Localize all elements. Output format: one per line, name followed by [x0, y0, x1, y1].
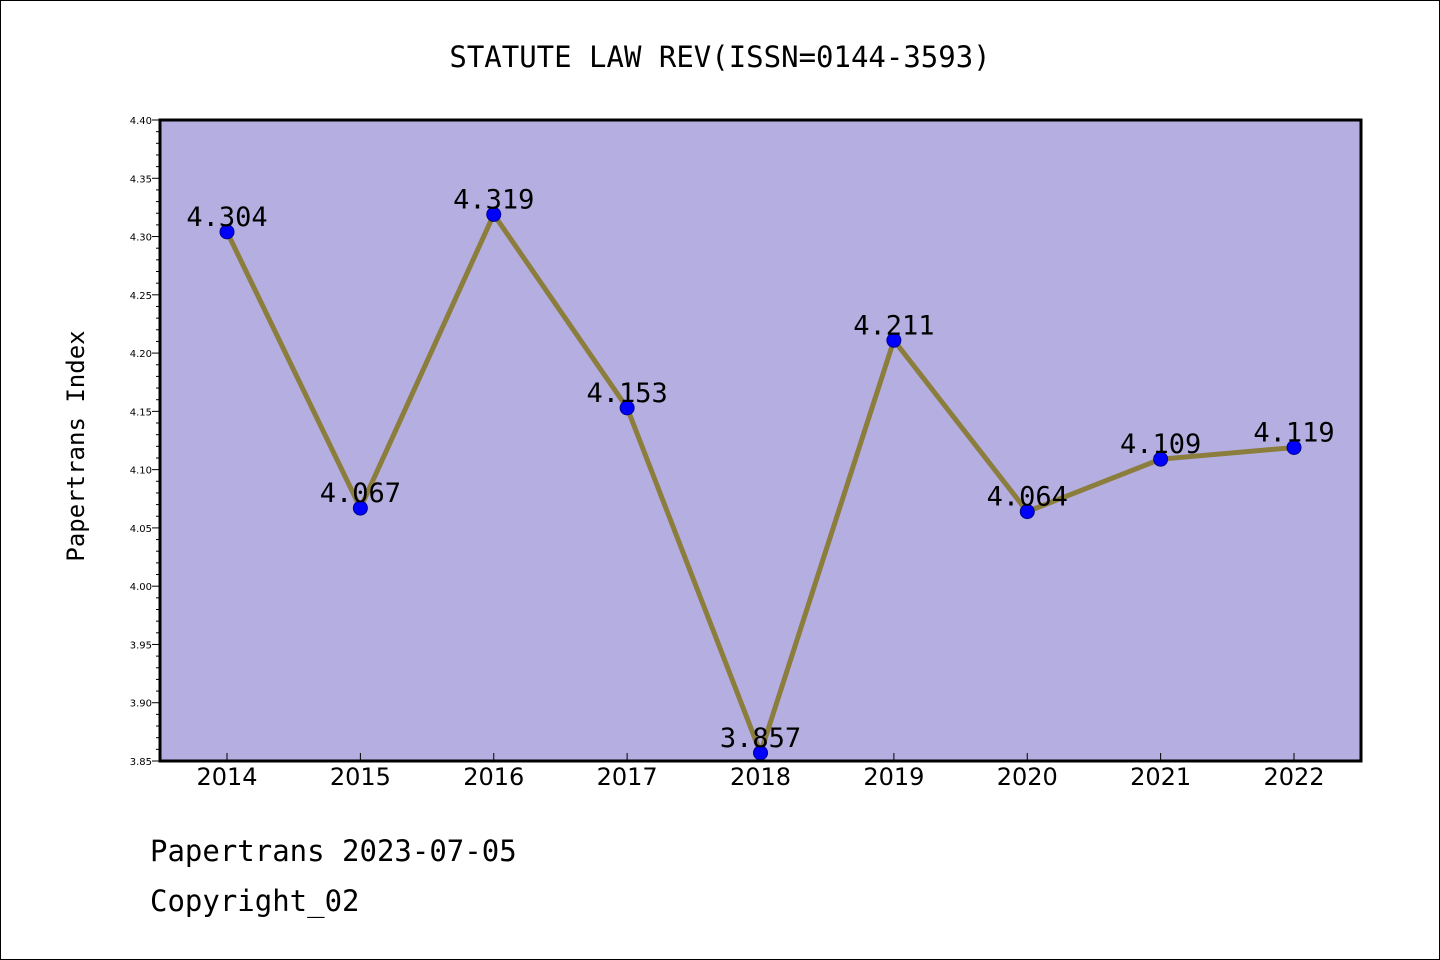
- data-label-layer: 4.304 4.067 4.319 4.153 3.857 4.211 4.064 4.109…: [186, 184, 1334, 753]
- y-tick-label: 3.85: [130, 757, 152, 768]
- data-label: 4.304: [186, 202, 267, 233]
- y-tick-label: 4.05: [130, 524, 152, 535]
- x-axis: 2014 2015 2016 2017 2018 2019 2020 2021 2022: [196, 753, 1325, 791]
- y-tick-label: 4.40: [130, 116, 152, 127]
- data-label: 4.319: [453, 184, 534, 215]
- y-tick-label: 4.35: [130, 174, 152, 185]
- y-tick-label: 3.90: [130, 699, 152, 710]
- y-tick-label: 4.10: [130, 466, 152, 477]
- data-point: [1286, 439, 1302, 455]
- y-tick-label: 4.30: [130, 233, 152, 244]
- data-label: 4.067: [320, 478, 401, 509]
- y-tick-label: 4.00: [130, 582, 152, 593]
- series-layer: [219, 206, 1302, 761]
- data-label: 4.153: [586, 378, 667, 409]
- x-tick-label: 2020: [997, 763, 1058, 791]
- data-label: 3.857: [720, 723, 801, 754]
- x-tick-label: 2019: [863, 763, 924, 791]
- data-point: [1019, 504, 1035, 520]
- footer-date: Papertrans 2023-07-05: [150, 834, 517, 868]
- data-point: [486, 206, 502, 222]
- plot-area: [160, 120, 1361, 761]
- x-tick-label: 2022: [1263, 763, 1324, 791]
- data-point: [1153, 451, 1169, 467]
- y-axis-label: Papertrans Index: [62, 330, 90, 561]
- x-tick-label: 2021: [1130, 763, 1191, 791]
- data-label: 4.109: [1120, 429, 1201, 460]
- chart-title: STATUTE LAW REV(ISSN=0144-3593): [449, 40, 990, 74]
- y-axis: 3.85 3.90 3.95 4.00 4.05 4.10 4.15 4.20 4.25 4.30…: [130, 116, 160, 768]
- data-point: [886, 332, 902, 348]
- data-point: [619, 400, 635, 416]
- data-label: 4.119: [1253, 417, 1334, 448]
- x-tick-label: 2016: [463, 763, 524, 791]
- data-label: 4.211: [853, 310, 934, 341]
- data-point: [219, 224, 235, 240]
- y-tick-label: 3.95: [130, 640, 152, 651]
- x-tick-label: 2015: [330, 763, 391, 791]
- plot-border: [158, 118, 1363, 763]
- y-tick-label: 4.20: [130, 349, 152, 360]
- y-tick-label: 4.25: [130, 291, 152, 302]
- footer-copyright: Copyright_02: [150, 884, 360, 918]
- x-tick-label: 2018: [730, 763, 791, 791]
- data-label: 4.064: [987, 482, 1068, 513]
- x-tick-label: 2017: [597, 763, 658, 791]
- data-point: [352, 500, 368, 516]
- x-tick-label: 2014: [196, 763, 257, 791]
- y-tick-label: 4.15: [130, 407, 152, 418]
